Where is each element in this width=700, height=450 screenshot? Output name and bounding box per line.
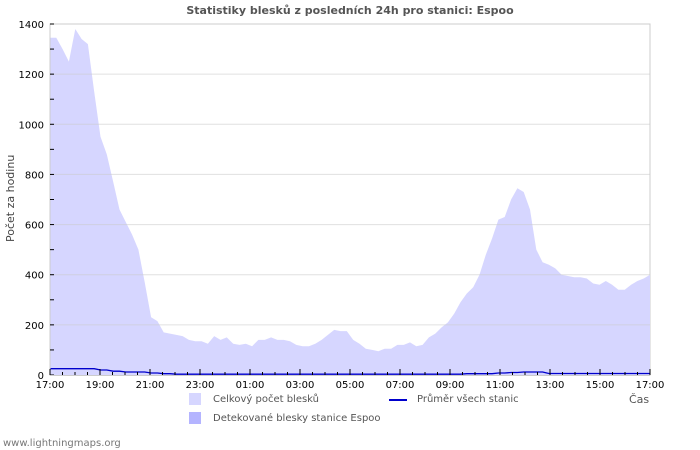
legend-label-average: Průměr všech stanic [417, 394, 519, 405]
x-tick-label: 01:00 [236, 380, 265, 391]
x-tick-label: 03:00 [286, 380, 315, 391]
x-tick-label: 13:00 [536, 380, 565, 391]
chart-plot-area: 0 200 400 600 800 1000 1200 1400 17:00 19:00 21:00… [19, 20, 665, 391]
legend-item-station: Detekované blesky stanice Espoo [189, 412, 381, 424]
y-tick-label: 400 [25, 271, 44, 282]
x-tick-label: 11:00 [486, 380, 515, 391]
legend-label-station: Detekované blesky stanice Espoo [213, 412, 381, 424]
legend-item-total: Celkový počet blesků [189, 393, 319, 405]
x-tick-label: 21:00 [136, 380, 165, 391]
x-tick-label: 23:00 [186, 380, 215, 391]
series-total-area [50, 29, 650, 375]
x-tick-label: 17:00 [36, 380, 65, 391]
y-tick-label: 1000 [19, 120, 44, 131]
x-tick-label: 15:00 [586, 380, 615, 391]
footer-credit: www.lightningmaps.org [3, 438, 121, 449]
y-tick-label: 800 [25, 170, 44, 181]
y-tick-label: 200 [25, 321, 44, 332]
x-tick-label: 19:00 [86, 380, 115, 391]
y-tick-label: 0 [38, 371, 44, 382]
x-tick-label: 05:00 [336, 380, 365, 391]
y-tick-label: 600 [25, 221, 44, 232]
y-tick-label: 1400 [19, 20, 44, 31]
x-tick-label: 17:00 [636, 380, 665, 391]
legend-swatch-station [189, 412, 201, 424]
y-tick-label: 1200 [19, 70, 44, 81]
x-axis-title: Čas [629, 393, 650, 406]
x-tick-label: 09:00 [436, 380, 465, 391]
legend-line-average [389, 398, 407, 401]
x-tick-label: 07:00 [386, 380, 415, 391]
legend-item-average: Průměr všech stanic [389, 394, 519, 405]
legend-label-total: Celkový počet blesků [213, 393, 320, 405]
chart-title: Statistiky blesků z posledních 24h pro s… [186, 4, 514, 17]
legend-swatch-total [189, 393, 201, 405]
